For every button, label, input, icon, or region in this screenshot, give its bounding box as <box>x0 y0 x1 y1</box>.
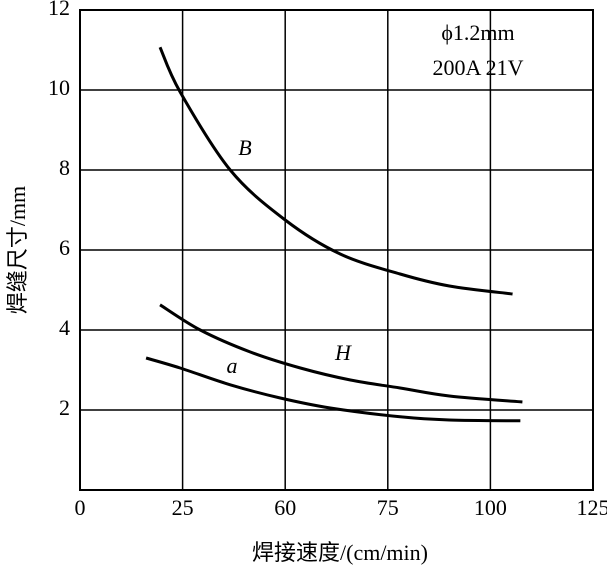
series-label: H <box>334 340 352 365</box>
series-line <box>159 303 523 404</box>
y-tick-label: 4 <box>59 315 70 340</box>
x-tick-label: 100 <box>474 495 507 520</box>
y-tick-label: 10 <box>48 75 70 100</box>
x-tick-label: 60 <box>274 495 296 520</box>
series-line <box>158 46 513 296</box>
series-label: a <box>227 353 238 378</box>
x-tick-label: 125 <box>577 495 607 520</box>
series-line <box>145 356 521 423</box>
x-tick-label: 0 <box>75 495 86 520</box>
annotation: ϕ1.2mm <box>441 20 514 45</box>
y-tick-label: 6 <box>59 235 70 260</box>
series-label: B <box>238 135 251 160</box>
y-axis-label: 焊缝尺寸/mm <box>5 186 30 314</box>
x-axis-label: 焊接速度/(cm/min) <box>252 540 428 565</box>
y-tick-label: 2 <box>59 395 70 420</box>
x-tick-label: 25 <box>172 495 194 520</box>
plot-frame <box>79 9 594 491</box>
y-tick-label: 12 <box>48 0 70 20</box>
annotation: 200A 21V <box>432 55 523 80</box>
y-tick-label: 8 <box>59 155 70 180</box>
x-tick-label: 75 <box>377 495 399 520</box>
